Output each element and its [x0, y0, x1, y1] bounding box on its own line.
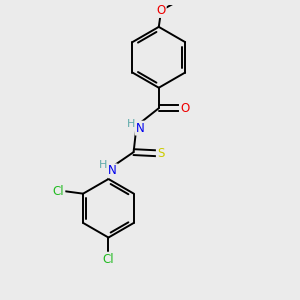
Text: Cl: Cl: [53, 185, 64, 198]
Text: H: H: [99, 160, 107, 170]
Text: S: S: [157, 147, 164, 160]
Text: N: N: [136, 122, 144, 135]
Text: N: N: [108, 164, 117, 177]
Text: Cl: Cl: [103, 253, 114, 266]
Text: O: O: [180, 102, 189, 115]
Text: H: H: [127, 119, 135, 129]
Text: O: O: [157, 4, 166, 17]
